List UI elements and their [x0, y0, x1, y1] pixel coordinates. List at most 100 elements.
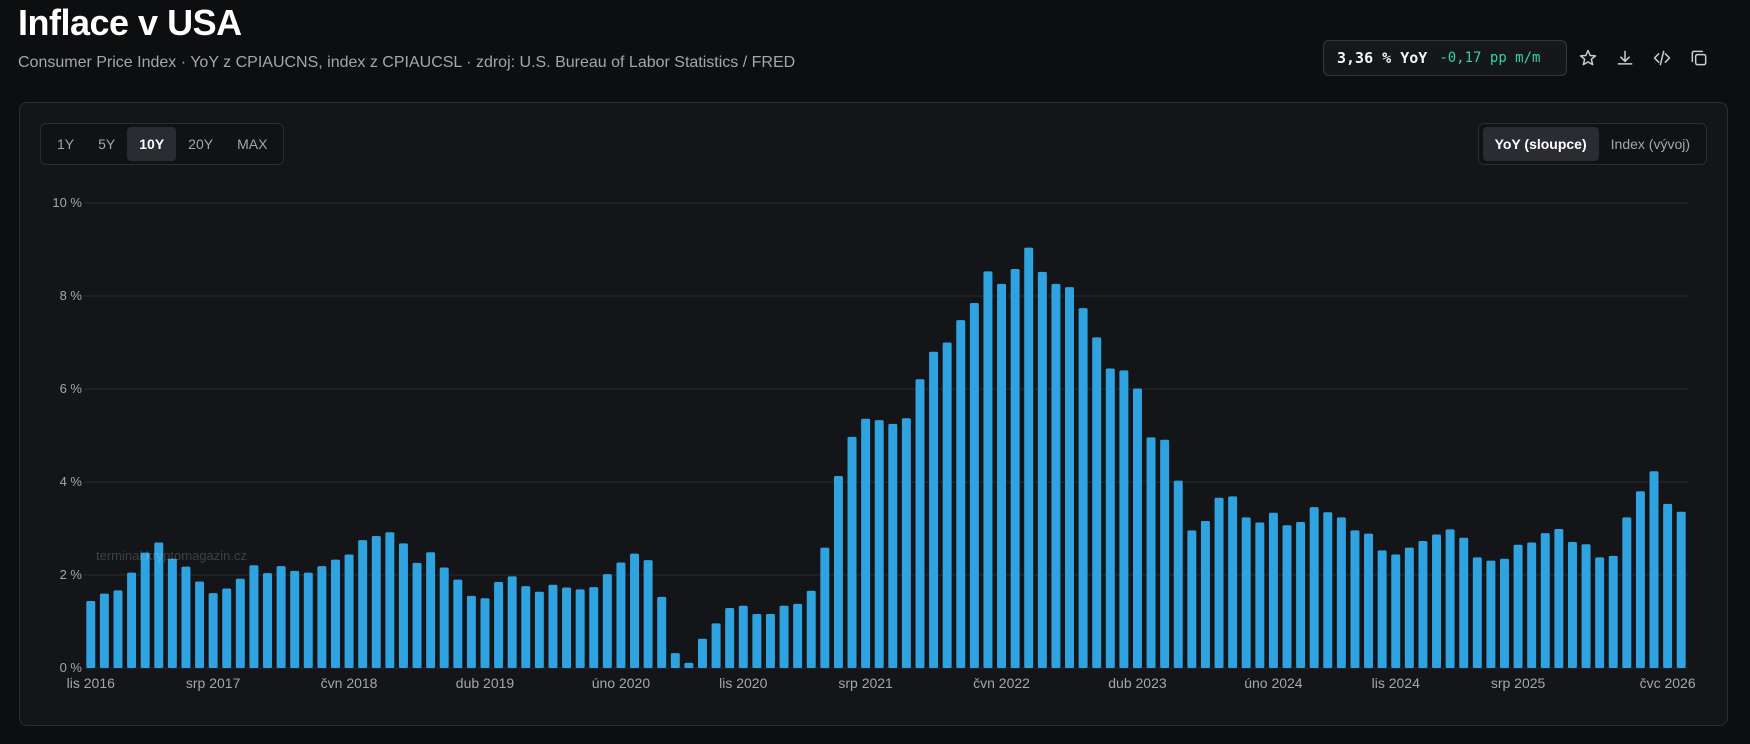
- bar[interactable]: [1105, 368, 1115, 668]
- bar[interactable]: [99, 593, 109, 668]
- bar[interactable]: [575, 589, 585, 668]
- bar[interactable]: [1255, 522, 1265, 668]
- bar[interactable]: [1214, 497, 1224, 668]
- bar[interactable]: [1173, 480, 1183, 668]
- bar[interactable]: [1092, 337, 1102, 668]
- bar[interactable]: [1513, 544, 1523, 668]
- mode-tab-yoy-sloupce[interactable]: YoY (sloupce): [1482, 127, 1599, 161]
- bar[interactable]: [698, 638, 707, 668]
- range-tab-5y[interactable]: 5Y: [98, 136, 116, 152]
- bar[interactable]: [997, 283, 1007, 668]
- download-button[interactable]: [1611, 44, 1639, 72]
- bar[interactable]: [1540, 533, 1550, 668]
- bar[interactable]: [208, 593, 218, 668]
- bar[interactable]: [1472, 557, 1482, 668]
- bar[interactable]: [1432, 534, 1442, 668]
- bar[interactable]: [616, 562, 626, 668]
- bar[interactable]: [602, 574, 612, 668]
- bar[interactable]: [1608, 555, 1618, 668]
- bar[interactable]: [1051, 283, 1061, 668]
- bar[interactable]: [113, 590, 123, 668]
- range-tab-max[interactable]: MAX: [237, 136, 268, 152]
- bar[interactable]: [1377, 550, 1387, 668]
- bar[interactable]: [1391, 554, 1401, 668]
- bar[interactable]: [1078, 308, 1088, 668]
- bar[interactable]: [1622, 517, 1632, 668]
- bar[interactable]: [657, 596, 667, 668]
- bar[interactable]: [1268, 512, 1278, 668]
- bar[interactable]: [290, 570, 300, 668]
- bar[interactable]: [127, 572, 137, 668]
- bar[interactable]: [385, 532, 395, 668]
- bar[interactable]: [915, 379, 925, 668]
- bar[interactable]: [1676, 511, 1686, 668]
- bar[interactable]: [466, 595, 476, 668]
- bar[interactable]: [765, 614, 775, 668]
- bar[interactable]: [330, 559, 340, 668]
- bar[interactable]: [752, 614, 762, 668]
- bar[interactable]: [507, 576, 517, 668]
- bar[interactable]: [806, 590, 816, 668]
- bar[interactable]: [1309, 507, 1319, 668]
- bar[interactable]: [317, 566, 327, 668]
- bar[interactable]: [1241, 517, 1251, 668]
- bar[interactable]: [861, 418, 871, 668]
- bar[interactable]: [303, 572, 313, 668]
- bar[interactable]: [1160, 439, 1170, 668]
- bar[interactable]: [1132, 388, 1142, 668]
- bar[interactable]: [154, 542, 164, 668]
- bar[interactable]: [630, 553, 640, 668]
- bar[interactable]: [1228, 496, 1238, 668]
- bar[interactable]: [521, 586, 531, 668]
- bar[interactable]: [956, 320, 966, 668]
- embed-button[interactable]: [1648, 44, 1676, 72]
- bar[interactable]: [738, 605, 748, 668]
- bar[interactable]: [1010, 269, 1020, 668]
- bar[interactable]: [181, 566, 191, 668]
- bar[interactable]: [901, 418, 911, 668]
- bar[interactable]: [670, 653, 680, 668]
- bar[interactable]: [235, 578, 245, 668]
- bar[interactable]: [276, 566, 286, 668]
- bar[interactable]: [1635, 491, 1645, 668]
- bar[interactable]: [1554, 528, 1564, 668]
- bar[interactable]: [1364, 533, 1374, 668]
- bar[interactable]: [779, 605, 789, 668]
- bar[interactable]: [1187, 530, 1197, 668]
- bar[interactable]: [167, 558, 177, 668]
- bar[interactable]: [195, 581, 205, 668]
- bar[interactable]: [684, 662, 694, 668]
- bar[interactable]: [548, 584, 558, 668]
- bar[interactable]: [1595, 557, 1605, 668]
- bar[interactable]: [1567, 541, 1577, 668]
- range-tab-20y[interactable]: 20Y: [188, 136, 214, 152]
- bar[interactable]: [711, 623, 721, 668]
- bar[interactable]: [412, 562, 422, 668]
- bar[interactable]: [1527, 542, 1537, 668]
- bar[interactable]: [1663, 503, 1673, 668]
- bar[interactable]: [86, 601, 96, 668]
- bar[interactable]: [1024, 247, 1034, 668]
- bar[interactable]: [398, 543, 408, 668]
- favorite-button[interactable]: [1574, 44, 1602, 72]
- bar[interactable]: [929, 351, 939, 668]
- bar[interactable]: [725, 608, 735, 668]
- bar[interactable]: [1350, 530, 1360, 668]
- bar[interactable]: [1404, 547, 1414, 668]
- bar[interactable]: [426, 552, 436, 668]
- bar[interactable]: [1065, 287, 1074, 668]
- bar[interactable]: [888, 423, 898, 669]
- bar[interactable]: [942, 342, 952, 669]
- bar[interactable]: [453, 579, 463, 668]
- bar[interactable]: [793, 603, 803, 668]
- bar[interactable]: [1119, 370, 1129, 668]
- bar[interactable]: [1649, 471, 1659, 668]
- bar[interactable]: [534, 591, 544, 668]
- bar[interactable]: [263, 573, 272, 668]
- bar[interactable]: [140, 552, 150, 668]
- bar[interactable]: [1486, 560, 1496, 668]
- bar[interactable]: [1500, 558, 1509, 668]
- bar[interactable]: [1037, 271, 1047, 668]
- bar[interactable]: [589, 587, 599, 668]
- bar[interactable]: [1336, 517, 1346, 668]
